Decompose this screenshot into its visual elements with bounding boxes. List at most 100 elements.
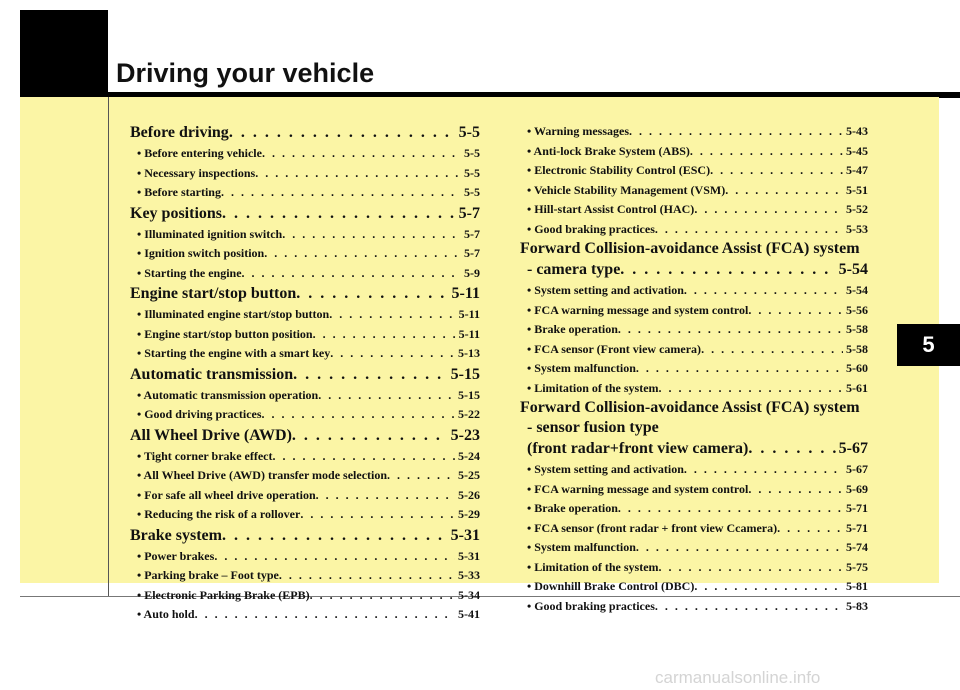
toc-entry[interactable]: • Auto hold 5-41 [130,605,480,625]
toc-page-number: 5-81 [846,579,868,593]
toc-entry[interactable]: • Electronic Parking Brake (EPB) 5-34 [130,586,480,606]
toc-entry[interactable]: • Parking brake – Foot type 5-33 [130,566,480,586]
toc-page-number: 5-31 [458,548,480,563]
toc-entry[interactable]: • Electronic Stability Control (ESC) 5-47 [520,161,868,181]
toc-entry[interactable]: • Anti-lock Brake System (ABS) 5-45 [520,142,868,162]
dot-leader [725,181,843,201]
toc-entry[interactable]: • Limitation of the system 5-61 [520,379,868,399]
toc-entry[interactable]: • Starting the engine 5-9 [130,264,480,284]
toc-entry[interactable]: • FCA sensor (Front view camera) 5-58 [520,340,868,360]
dot-leader [618,499,843,519]
dot-leader [292,425,448,447]
toc-entry[interactable]: • System setting and activation 5-54 [520,281,868,301]
toc-page-number: 5-5 [464,165,480,180]
bottom-divider [20,596,960,597]
toc-entry-label: Before driving [130,124,229,141]
toc-entry-label: • System malfunction [527,361,636,375]
toc-section-entry[interactable]: Automatic transmission 5-15 [130,364,480,386]
toc-entry[interactable]: • Vehicle Stability Management (VSM) 5-51 [520,181,868,201]
toc-entry[interactable]: • Brake operation 5-58 [520,320,868,340]
toc-entry[interactable]: • Limitation of the system 5-75 [520,558,868,578]
toc-page-number: 5-52 [846,202,868,216]
toc-section-entry[interactable]: All Wheel Drive (AWD) 5-23 [130,425,480,447]
toc-entry[interactable]: • Necessary inspections 5-5 [130,164,480,184]
toc-entry-label: • Starting the engine with a smart key [137,346,331,360]
toc-entry-label: • Starting the engine [137,265,242,280]
dot-leader [748,480,843,500]
toc-entry-label: • Parking brake – Foot type [137,568,279,582]
toc-page-number: 5-83 [846,598,868,613]
toc-section-entry[interactable]: (front radar+front view camera) 5-67 [520,438,868,460]
toc-entry[interactable]: • FCA warning message and system control… [520,301,868,321]
toc-entry[interactable]: • Before entering vehicle 5-5 [130,144,480,164]
toc-entry[interactable]: • Good braking practices 5-83 [520,597,868,617]
toc-page-number: 5-31 [450,526,480,544]
chapter-tab[interactable]: 5 [897,324,960,366]
toc-entry[interactable]: • System setting and activation 5-67 [520,460,868,480]
toc-entry[interactable]: • Illuminated ignition switch 5-7 [130,225,480,245]
toc-entry-label: • Auto hold [137,607,195,621]
dot-leader [701,340,843,360]
page-title: Driving your vehicle [116,58,375,88]
dot-leader [318,386,455,406]
toc-entry[interactable]: • Engine start/stop button position 5-11 [130,325,480,345]
toc-entry[interactable]: • For safe all wheel drive operation 5-26 [130,486,480,506]
toc-page-number: 5-58 [846,322,868,336]
toc-entry[interactable]: • Hill-start Assist Control (HAC) 5-52 [520,200,868,220]
toc-entry-label: • Electronic Parking Brake (EPB) [137,587,310,602]
toc-section-entry[interactable]: Engine start/stop button 5-11 [130,283,480,305]
dot-leader [229,122,456,144]
toc-entry[interactable]: • FCA sensor (front radar + front view C… [520,519,868,539]
toc-page-number: 5-45 [846,143,868,158]
dot-leader [629,122,843,142]
chapter-black-block [20,10,108,97]
toc-section-entry[interactable]: - camera type 5-54 [520,259,868,281]
toc-entry-label: • Downhill Brake Control (DBC) [527,579,695,593]
toc-entry[interactable]: • Ignition switch position 5-7 [130,244,480,264]
watermark: carmanualsonline.info [655,668,821,687]
toc-entry[interactable]: • Automatic transmission operation 5-15 [130,386,480,406]
dot-leader [659,379,843,399]
toc-section-entry[interactable]: Brake system 5-31 [130,525,480,547]
toc-entry-label: • For safe all wheel drive operation [137,487,316,502]
toc-entry[interactable]: • Brake operation 5-71 [520,499,868,519]
title-rule [108,92,960,98]
dot-leader [310,586,455,606]
toc-entry-label: • Vehicle Stability Management (VSM) [527,182,726,197]
dot-leader [387,466,455,486]
toc-entry-label: • Good braking practices [527,598,655,613]
toc-entry[interactable]: • Starting the engine with a smart key 5-… [130,344,480,364]
toc-page-number: 5-41 [458,607,480,621]
toc-entry[interactable]: • Illuminated engine start/stop button 5-… [130,305,480,325]
toc-entry[interactable]: • Downhill Brake Control (DBC) 5-81 [520,577,868,597]
toc-entry[interactable]: • System malfunction 5-60 [520,359,868,379]
toc-page-number: 5-54 [838,261,868,278]
toc-entry[interactable]: • All Wheel Drive (AWD) transfer mode se… [130,466,480,486]
dot-leader [262,405,455,425]
dot-leader [618,320,843,340]
toc-entry[interactable]: • System malfunction 5-74 [520,538,868,558]
toc-entry[interactable]: • Good braking practices 5-53 [520,220,868,240]
toc-entry[interactable]: • Power brakes 5-31 [130,547,480,567]
dot-leader [659,558,843,578]
toc-entry[interactable]: • Warning messages 5-43 [520,122,868,142]
toc-section-entry[interactable]: Before driving 5-5 [130,122,480,144]
dot-leader [262,144,461,164]
toc-page-number: 5-15 [450,365,480,383]
toc-entry[interactable]: • Before starting 5-5 [130,183,480,203]
toc-entry[interactable]: • Good driving practices 5-22 [130,405,480,425]
toc-page-number: 5-69 [846,481,868,496]
dot-leader [620,259,835,281]
dot-leader [242,264,461,284]
toc-entry[interactable]: • FCA warning message and system control… [520,480,868,500]
toc-entry[interactable]: • Tight corner brake effect 5-24 [130,447,480,467]
toc-page-number: 5-22 [458,407,480,421]
dot-leader [273,447,455,467]
dot-leader [655,597,843,617]
dot-leader [330,344,455,364]
toc-section-entry[interactable]: Key positions 5-7 [130,203,480,225]
dot-leader [684,281,843,301]
toc-entry-label: Brake system [130,526,222,544]
toc-entry-label: • Tight corner brake effect [137,448,273,463]
toc-entry[interactable]: • Reducing the risk of a rollover 5-29 [130,505,480,525]
